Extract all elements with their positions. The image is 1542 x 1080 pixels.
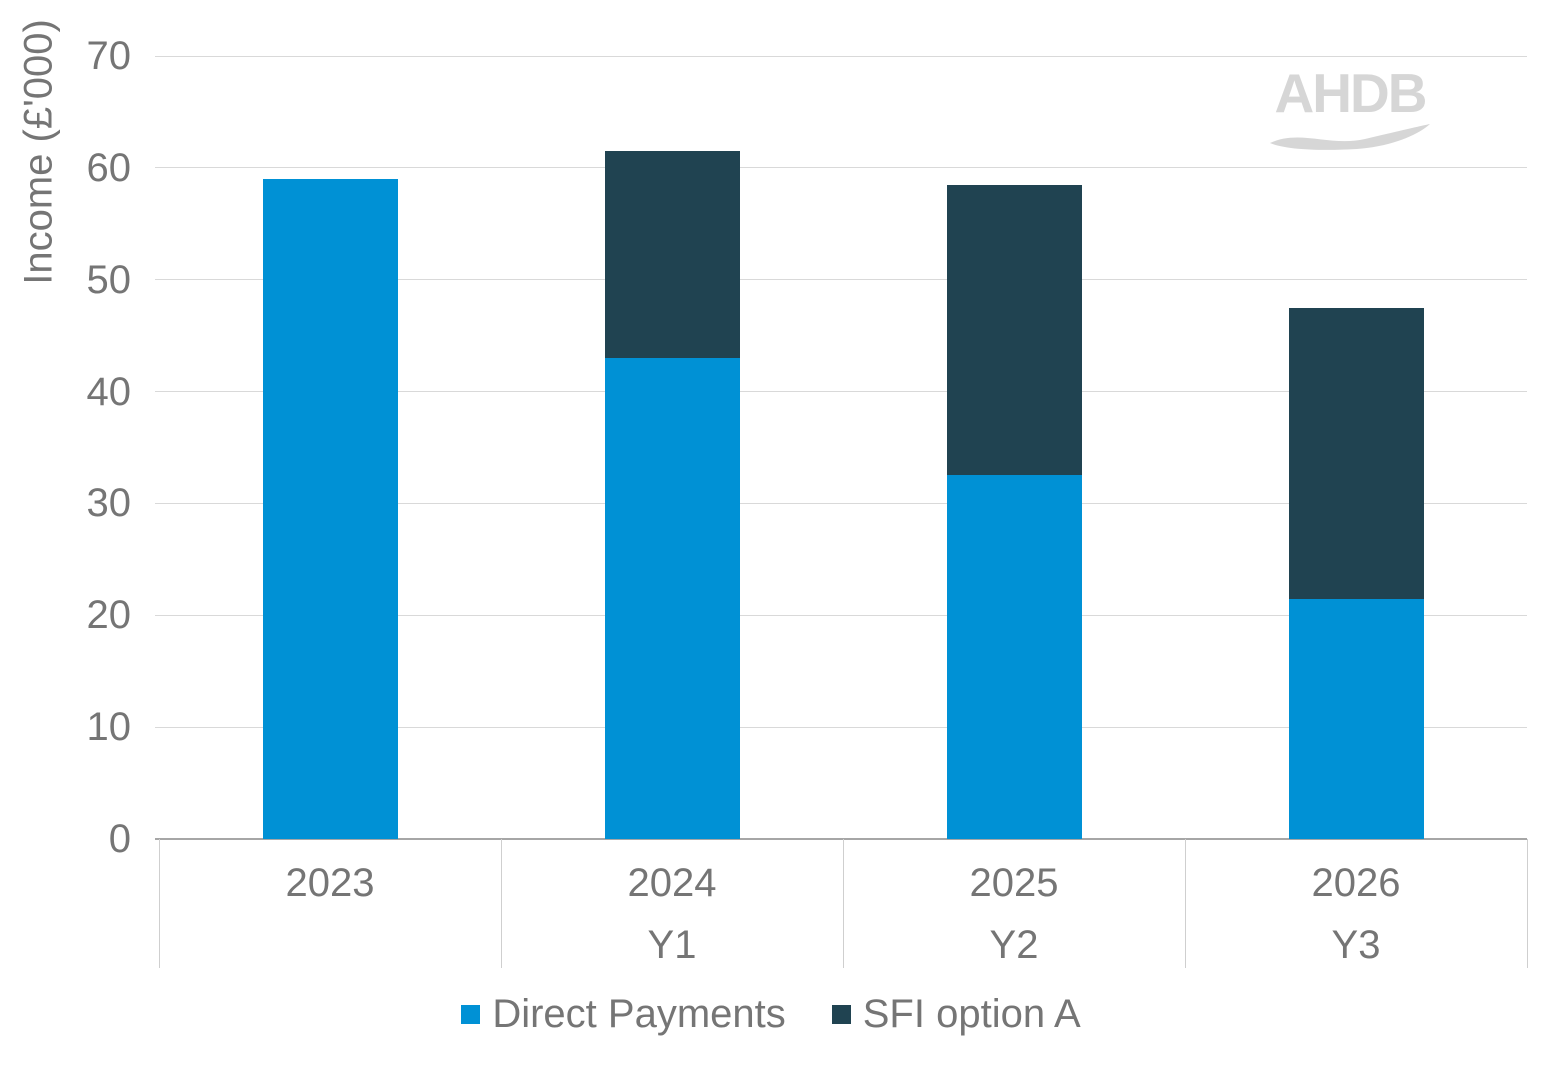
gridline-70	[155, 55, 1527, 57]
legend-label-direct-payments: Direct Payments	[492, 992, 786, 1036]
legend-swatch-sfi-option-a	[831, 1004, 851, 1024]
ahdb-logo-text: AHDB	[1274, 62, 1428, 124]
category-divider-4	[1526, 839, 1528, 968]
legend-item-direct-payments: Direct Payments	[461, 990, 786, 1038]
gridline-40	[155, 391, 1527, 393]
bar-2025-direct-payments	[946, 475, 1082, 839]
bar-2024-sfi-option-a	[604, 151, 740, 358]
category-divider-0	[158, 839, 160, 968]
y-tick-label-50: 50	[86, 257, 132, 302]
y-tick-label-60: 60	[86, 145, 132, 190]
x-label-year-2025: 2025	[969, 861, 1059, 905]
category-divider-3	[1184, 839, 1186, 968]
category-divider-1	[500, 839, 502, 968]
x-label-sub-Y2: Y2	[989, 923, 1039, 967]
x-label-year-2026: 2026	[1311, 861, 1401, 905]
x-label-sub-Y1: Y1	[647, 923, 697, 967]
bar-2026-direct-payments	[1288, 598, 1424, 839]
y-tick-label-70: 70	[86, 34, 132, 78]
x-label-year-2023: 2023	[285, 861, 375, 905]
ahdb-logo: AHDB	[1268, 66, 1432, 151]
gridline-30	[155, 502, 1527, 504]
bar-2025-sfi-option-a	[946, 184, 1082, 476]
legend: Direct Payments SFI option A	[0, 990, 1542, 1038]
ahdb-logo-swoosh	[1270, 124, 1430, 150]
legend-swatch-direct-payments	[461, 1004, 481, 1024]
y-tick-label-20: 20	[86, 593, 132, 638]
legend-label-sfi-option-a: SFI option A	[862, 992, 1081, 1036]
x-label-year-2024: 2024	[627, 861, 717, 905]
y-tick-label-30: 30	[86, 481, 132, 526]
gridline-10	[155, 726, 1527, 728]
category-divider-2	[842, 839, 844, 968]
gridline-50	[155, 279, 1527, 281]
x-axis-line	[155, 838, 1527, 840]
gridline-20	[155, 614, 1527, 616]
x-label-sub-Y3: Y3	[1331, 923, 1381, 967]
bar-2023-direct-payments	[262, 179, 398, 839]
y-tick-label-0: 0	[108, 817, 131, 861]
bar-2024-direct-payments	[604, 358, 740, 839]
y-tick-label-10: 10	[86, 705, 132, 750]
y-tick-label-40: 40	[86, 369, 132, 414]
legend-item-sfi-option-a: SFI option A	[831, 990, 1081, 1038]
gridline-60	[155, 167, 1527, 169]
bar-2026-sfi-option-a	[1288, 307, 1424, 599]
